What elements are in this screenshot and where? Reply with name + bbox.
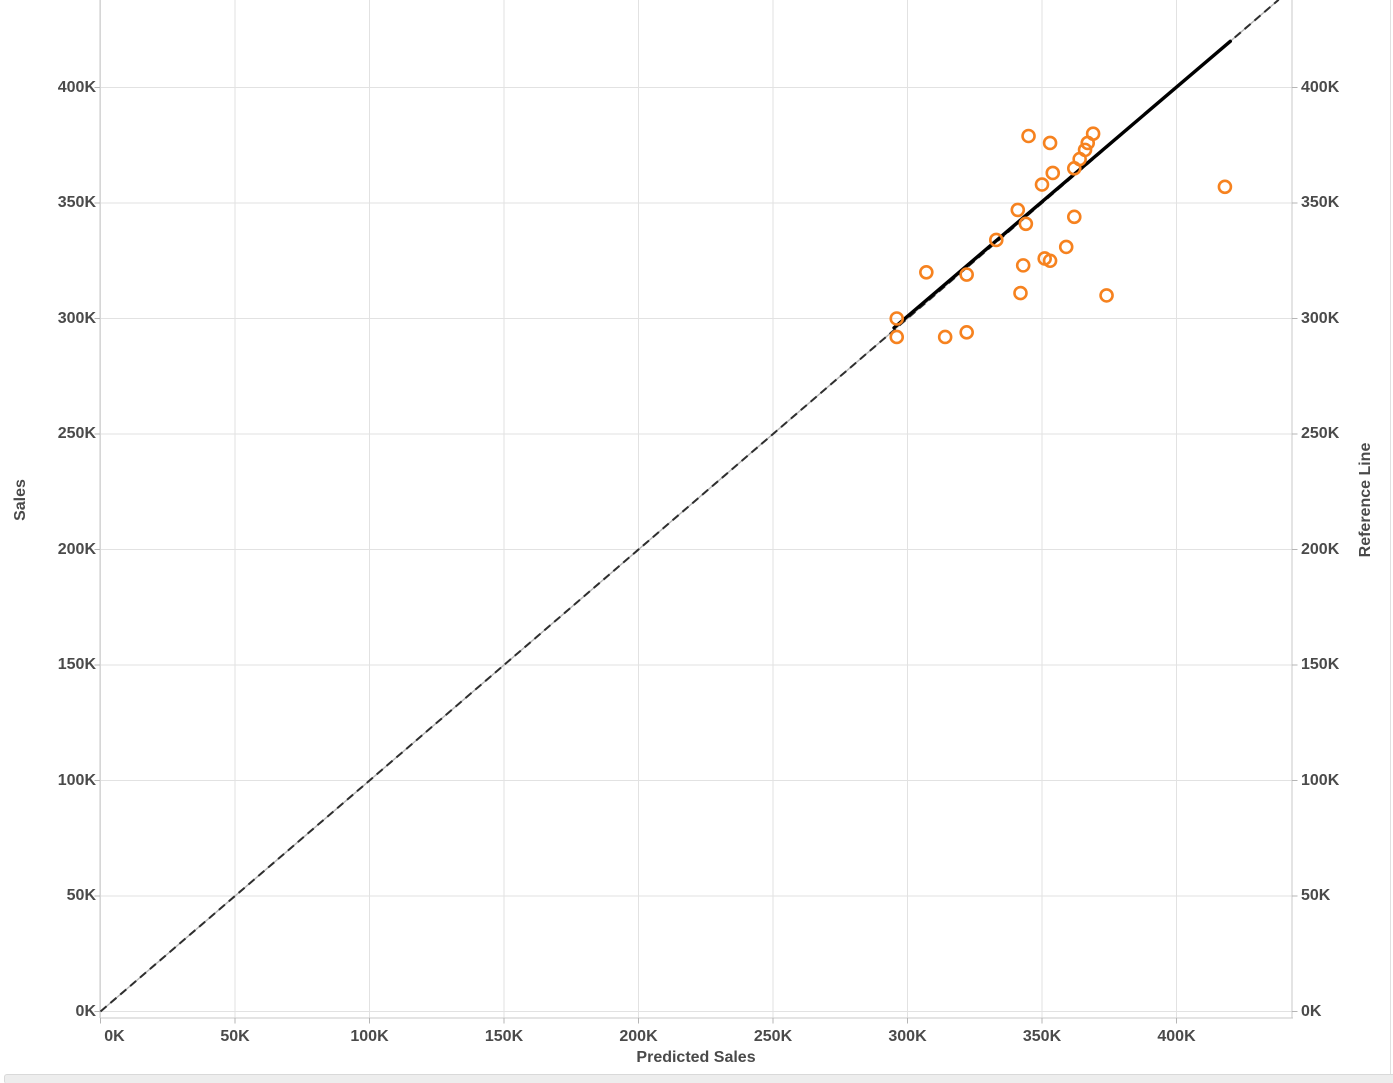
window-right-border [1390,0,1391,1074]
y-axis-tick-label-right: 350K [1301,194,1340,211]
trend-line[interactable] [892,39,1233,330]
y-axis-tick-label-right: 300K [1301,309,1340,327]
y-axis-tick-label-right: 400K [1301,78,1340,96]
y-axis-tick-label-right: 50K [1301,887,1331,904]
y-axis-tick-label-left: 150K [57,656,96,673]
x-axis-tick-label: 0K [104,1028,125,1045]
data-point-mark[interactable] [959,325,974,340]
horizontal-scrollbar-track[interactable] [4,1074,1393,1083]
y-axis-tick-label-left: 300K [57,309,96,327]
data-point-mark[interactable] [1021,128,1036,144]
data-point-mark[interactable] [1058,239,1074,255]
data-point-mark[interactable] [889,311,905,326]
data-point-mark[interactable] [1042,253,1058,269]
y-axis-tick-label-right: 150K [1301,656,1340,673]
x-axis-tick-label: 50K [220,1028,250,1045]
data-point-mark[interactable] [1066,209,1082,225]
y-axis-tick-label-left: 100K [57,771,96,789]
x-axis-tick-label: 400K [1157,1028,1196,1045]
data-point-mark[interactable] [919,264,934,280]
data-point-mark[interactable] [988,232,1004,248]
data-point-mark[interactable] [1010,202,1026,218]
y-axis-tick-label-left: 400K [57,78,96,96]
right-axis-title: Reference Line [1357,442,1374,558]
y-axis-tick-label-right: 200K [1301,540,1340,558]
data-point-mark[interactable] [1077,142,1093,158]
data-point-mark[interactable] [1034,177,1050,192]
data-point-mark[interactable] [1042,135,1058,151]
y-axis-tick-label-left: 200K [57,540,96,558]
data-point-mark[interactable] [1015,258,1031,273]
x-axis-tick-label: 250K [753,1028,793,1045]
x-axis-tick-label: 200K [619,1028,658,1045]
y-axis-tick-label-left: 50K [66,887,96,904]
x-axis-tick-label: 350K [1022,1028,1062,1045]
data-point-mark[interactable] [1085,126,1101,141]
data-point-mark[interactable] [1045,165,1061,181]
data-point-mark[interactable] [889,329,905,345]
x-axis-title: Predicted Sales [636,1049,756,1066]
x-axis-tick-label: 300K [888,1028,927,1045]
data-point-mark[interactable] [937,329,953,345]
left-axis-title: Sales [12,479,29,521]
y-axis-tick-label-left: 250K [57,425,96,442]
data-point-mark[interactable] [1217,179,1233,195]
y-axis-tick-label-left: 350K [57,194,96,211]
data-point-mark[interactable] [1099,288,1114,303]
y-axis-tick-label-right: 100K [1301,771,1340,789]
x-axis-tick-label: 100K [350,1028,389,1045]
y-axis-tick-label-right: 0K [1301,1002,1322,1020]
x-axis-tick-label: 150K [484,1028,524,1045]
y-axis-tick-label-left: 0K [75,1002,96,1020]
data-point-mark[interactable] [959,267,974,282]
y-axis-tick-label-right: 250K [1301,425,1340,442]
data-point-mark[interactable] [1018,216,1034,232]
data-point-mark[interactable] [1013,285,1028,301]
